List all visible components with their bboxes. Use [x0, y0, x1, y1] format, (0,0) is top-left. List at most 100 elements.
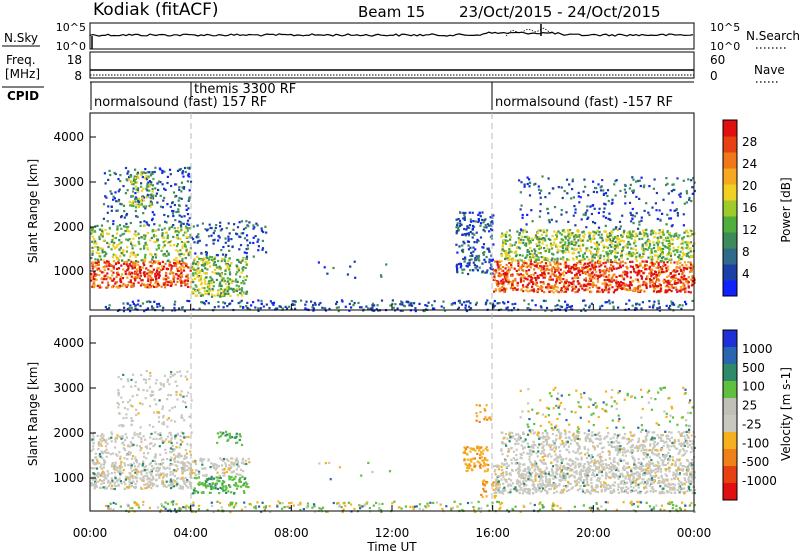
echo-cell: [605, 252, 608, 255]
echo-cell: [340, 299, 344, 302]
echo-cell: [556, 248, 559, 251]
echo-cell: [212, 259, 215, 262]
echo-cell: [456, 308, 460, 311]
echo-cell: [494, 288, 497, 291]
echo-cell: [159, 453, 162, 456]
echo-cell: [683, 231, 686, 234]
echo-cell: [649, 284, 652, 287]
echo-cell: [247, 486, 250, 489]
echo-cell: [155, 379, 158, 382]
echo-cell: [669, 209, 672, 212]
echo-cell: [592, 190, 595, 193]
echo-cell: [597, 274, 600, 278]
echo-cell: [525, 269, 528, 273]
echo-cell: [194, 262, 197, 266]
echo-cell: [164, 467, 167, 470]
echo-cell: [211, 293, 214, 296]
echo-cell: [660, 256, 663, 260]
echo-cell: [238, 221, 241, 224]
echo-cell: [616, 262, 619, 265]
echo-cell: [659, 218, 662, 221]
echo-cell: [119, 474, 122, 477]
echo-cell: [163, 244, 166, 247]
echo-cell: [134, 197, 137, 201]
echo-cell: [442, 300, 445, 303]
echo-cell: [561, 245, 564, 248]
echo-cell: [629, 243, 632, 246]
echo-cell: [105, 487, 109, 490]
echo-cell: [583, 233, 586, 236]
echo-cell: [312, 309, 315, 312]
echo-cell: [222, 277, 225, 280]
echo-cell: [635, 259, 638, 262]
echo-cell: [520, 259, 523, 262]
echo-cell: [409, 302, 413, 306]
echo-cell: [522, 231, 525, 234]
echo-cell: [584, 272, 587, 275]
echo-cell: [129, 441, 132, 444]
echo-cell: [199, 276, 202, 279]
echo-cell: [163, 440, 166, 443]
echo-cell: [245, 255, 249, 258]
echo-cell: [176, 267, 179, 270]
echo-cell: [197, 476, 200, 479]
echo-cell: [610, 280, 613, 283]
echo-cell: [601, 269, 604, 272]
echo-cell: [604, 271, 607, 274]
echo-cell: [189, 424, 192, 427]
echo-cell: [94, 264, 98, 267]
echo-cell: [686, 241, 689, 244]
echo-cell: [113, 484, 116, 487]
echo-cell: [627, 252, 630, 255]
echo-cell: [137, 176, 140, 179]
echo-cell: [533, 252, 536, 255]
echo-cell: [218, 295, 222, 298]
echo-cell: [667, 246, 670, 249]
echo-cell: [613, 183, 616, 186]
echo-cell: [554, 243, 557, 246]
echo-cell: [462, 217, 465, 220]
echo-cell: [584, 283, 587, 286]
echo-cell: [686, 282, 689, 285]
echo-cell: [495, 271, 498, 274]
echo-cell: [205, 253, 208, 256]
echo-cell: [135, 188, 138, 191]
echo-cell: [590, 252, 593, 255]
echo-cell: [492, 243, 495, 246]
echo-cell: [200, 491, 203, 494]
echo-cell: [220, 273, 223, 276]
echo-cell: [111, 286, 114, 289]
echo-cell: [574, 291, 577, 294]
echo-cell: [110, 477, 113, 480]
n-sky-label: N.Sky: [4, 31, 38, 45]
echo-cell: [112, 198, 115, 201]
echo-cell: [677, 255, 680, 259]
echo-cell: [544, 275, 547, 278]
echo-cell: [132, 183, 135, 186]
echo-cell: [599, 305, 602, 308]
echo-cell: [517, 262, 520, 265]
echo-cell: [163, 474, 166, 477]
echo-cell: [613, 273, 616, 276]
echo-cell: [500, 249, 503, 252]
echo-cell: [555, 279, 559, 282]
echo-cell: [559, 232, 562, 235]
echo-cell: [540, 268, 543, 271]
echo-cell: [676, 212, 679, 215]
echo-cell: [104, 485, 107, 489]
echo-cell: [607, 217, 610, 220]
echo-cell: [665, 223, 668, 226]
echo-cell: [157, 180, 161, 183]
echo-cell: [173, 203, 176, 207]
echo-cell: [661, 253, 664, 256]
echo-cell: [180, 215, 183, 218]
echo-cell: [172, 470, 175, 473]
echo-cell: [117, 403, 120, 406]
echo-cell: [202, 474, 205, 477]
echo-cell: [643, 290, 646, 293]
echo-cell: [177, 199, 180, 202]
echo-cell: [638, 179, 641, 182]
echo-cell: [657, 240, 660, 243]
echo-cell: [160, 436, 163, 439]
echo-cell: [588, 261, 591, 264]
